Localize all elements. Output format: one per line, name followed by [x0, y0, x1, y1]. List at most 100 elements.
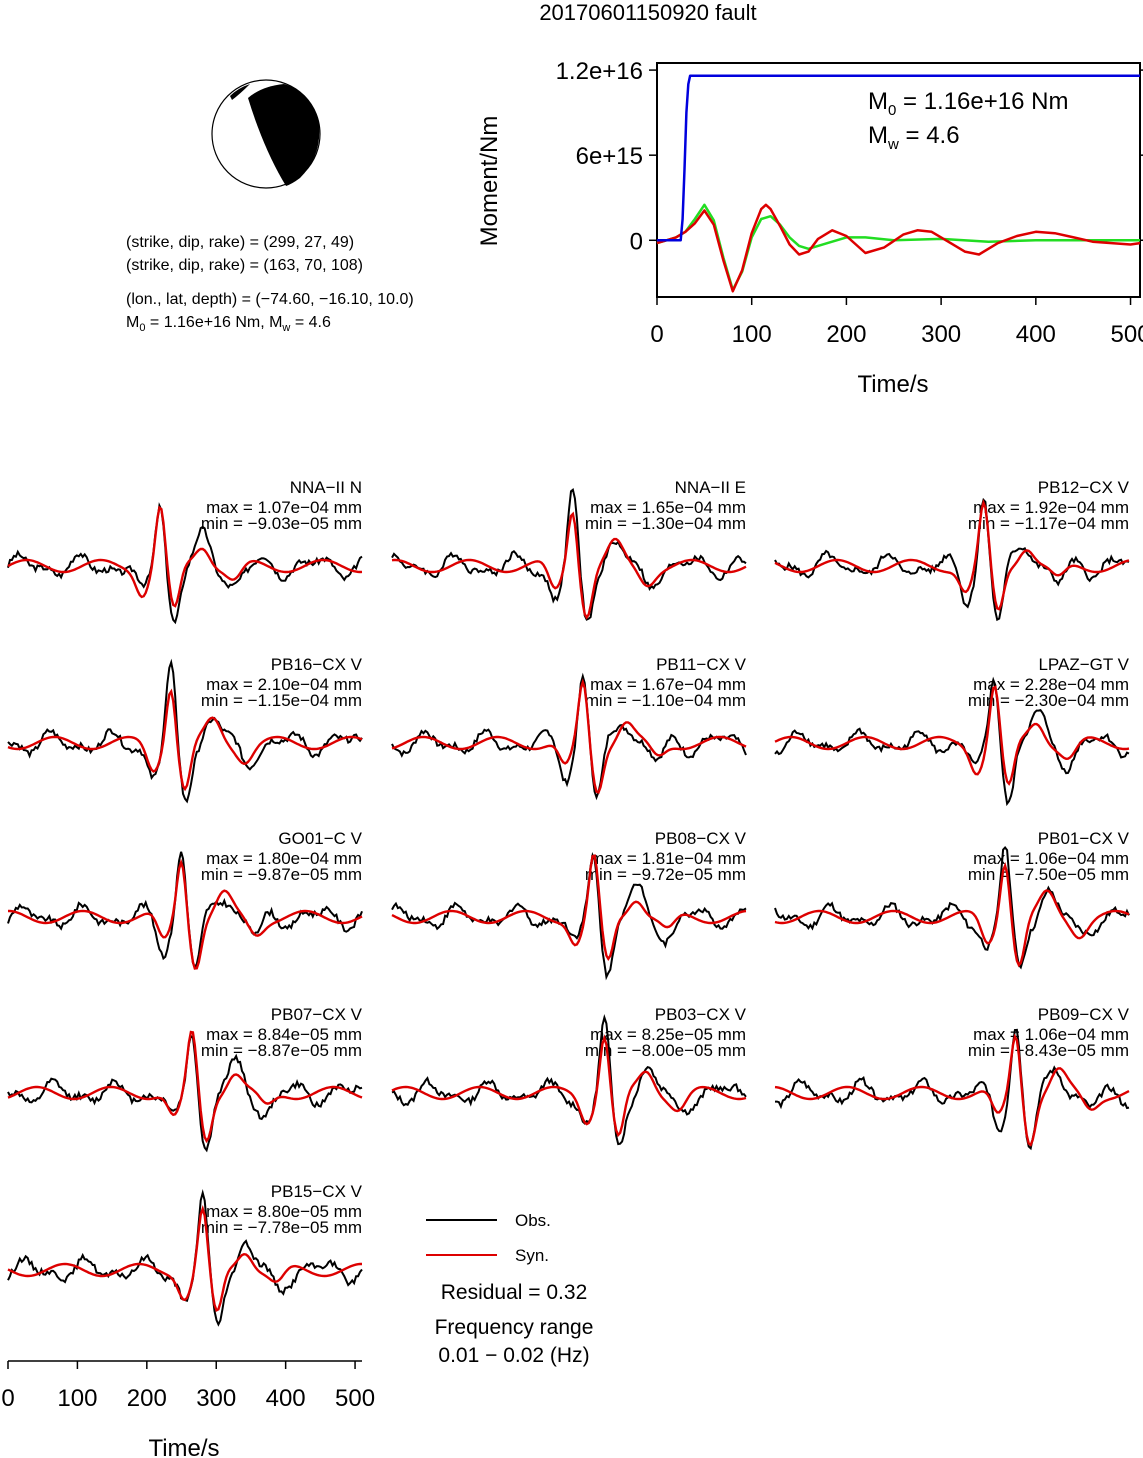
synthetic-trace: [391, 1034, 747, 1138]
station-name: NNA−II N: [290, 478, 362, 497]
nodal-plane-2: (strike, dip, rake) = (163, 70, 108): [126, 257, 363, 274]
moment-plot-frame: [656, 62, 1141, 298]
station-max: max = 8.80e−05 mm: [206, 1202, 362, 1221]
moment-series-line-0: [657, 74, 1140, 242]
moment-x-tick-label: 200: [826, 321, 866, 348]
beach-ball-compression-quadrant: [230, 84, 250, 100]
moment-series-line-1: [656, 203, 1140, 292]
waveform-x-tick-label: 100: [57, 1385, 97, 1412]
station-name: PB07−CX V: [271, 1005, 363, 1024]
synthetic-trace: [774, 1033, 1130, 1147]
waveform-time-axis: Time/s 0 100 200 300 400 500: [1, 1360, 375, 1458]
station-max: max = 1.81e−04 mm: [590, 849, 746, 868]
frequency-range-value: 0.01 − 0.02 (Hz): [438, 1344, 589, 1367]
residual-text: Residual = 0.32: [441, 1281, 588, 1304]
station-min: min = −9.03e−05 mm: [201, 514, 362, 533]
station-max: max = 2.10e−04 mm: [206, 675, 362, 694]
station-name: PB08−CX V: [655, 829, 747, 848]
station-max: max = 8.25e−05 mm: [590, 1025, 746, 1044]
legend-obs-label: Obs.: [515, 1211, 551, 1230]
station-name: PB16−CX V: [271, 655, 363, 674]
station-max: max = 1.06e−04 mm: [973, 1025, 1129, 1044]
station-max: max = 1.06e−04 mm: [973, 849, 1129, 868]
synthetic-trace: [391, 854, 747, 962]
station-max: max = 8.84e−05 mm: [206, 1025, 362, 1044]
station-min: min = −1.30e−04 mm: [585, 514, 746, 533]
station-name: NNA−II E: [675, 478, 746, 497]
synthetic-trace: [8, 858, 363, 970]
station-max: max = 1.92e−04 mm: [973, 498, 1129, 517]
station-name: PB03−CX V: [655, 1005, 747, 1024]
station-max: max = 1.67e−04 mm: [590, 675, 746, 694]
moment-function-chart: 010020030040050006e+151.2e+16 Moment/Nm …: [476, 58, 1143, 398]
station-min: min = −2.30e−04 mm: [968, 691, 1129, 710]
waveform-x-axis-label: Time/s: [148, 1435, 219, 1458]
station-min: min = −1.15e−04 mm: [201, 691, 362, 710]
synthetic-trace: [7, 1030, 363, 1144]
synthetic-trace: [7, 1204, 362, 1313]
observed-trace: [391, 1013, 747, 1146]
waveform-x-tick-label: 300: [196, 1385, 236, 1412]
synthetic-trace: [7, 505, 363, 608]
moment-y-axis-label: Moment/Nm: [476, 116, 503, 247]
synthetic-trace: [391, 511, 747, 620]
station-min: min = −9.87e−05 mm: [201, 865, 362, 884]
moment-y-tick-label: 1.2e+16: [556, 58, 643, 85]
waveform-x-tick-label: 200: [127, 1385, 167, 1412]
station-min: min = −1.17e−04 mm: [968, 514, 1129, 533]
observed-trace: [774, 676, 1130, 807]
synthetic-trace: [774, 861, 1130, 968]
station-name: PB15−CX V: [271, 1182, 363, 1201]
moment-x-tick-label: 0: [650, 321, 663, 348]
legend: Obs. Syn. Residual = 0.32 Frequency rang…: [426, 1211, 593, 1367]
synthetic-trace: [7, 688, 363, 792]
observed-trace: [774, 497, 1130, 622]
station-name: PB11−CX V: [656, 655, 747, 674]
moment-y-tick-label: 6e+15: [576, 143, 643, 170]
station-max: max = 1.07e−04 mm: [206, 498, 362, 517]
moment-x-tick-label: 100: [732, 321, 772, 348]
beach-ball-compression-main: [248, 84, 320, 186]
station-min: min = −8.00e−05 mm: [585, 1041, 746, 1060]
moment-y-tick-label: 0: [630, 228, 643, 255]
waveform-x-tick-label: 500: [335, 1385, 375, 1412]
station-min: min = −7.50e−05 mm: [968, 865, 1129, 884]
synthetic-trace: [774, 685, 1130, 786]
mechanism-info: (strike, dip, rake) = (299, 27, 49) (str…: [126, 234, 414, 334]
observed-trace: [391, 488, 747, 621]
moment-series-line-2: [656, 203, 1141, 293]
legend-syn-label: Syn.: [515, 1246, 549, 1265]
moment-x-axis-label: Time/s: [857, 371, 928, 398]
station-min: min = −8.43e−05 mm: [968, 1041, 1129, 1060]
figure-title: 20170601150920 fault: [539, 0, 756, 25]
observed-trace: [7, 658, 363, 804]
station-name: LPAZ−GT V: [1038, 655, 1129, 674]
station-min: min = −7.78e−05 mm: [201, 1218, 362, 1237]
moment-x-tick-label: 400: [1016, 321, 1056, 348]
waveform-x-tick-label: 0: [1, 1385, 14, 1412]
station-name: PB09−CX V: [1038, 1005, 1130, 1024]
synthetic-trace: [391, 678, 747, 794]
station-min: min = −9.72e−05 mm: [585, 865, 746, 884]
station-min: min = −8.87e−05 mm: [201, 1041, 362, 1060]
moment-x-tick-label: 300: [921, 321, 961, 348]
observed-trace: [7, 502, 363, 625]
station-name: PB01−CX V: [1038, 829, 1130, 848]
station-name: PB12−CX V: [1038, 478, 1130, 497]
station-max: max = 1.80e−04 mm: [206, 849, 362, 868]
station-min: min = −1.10e−04 mm: [585, 691, 746, 710]
